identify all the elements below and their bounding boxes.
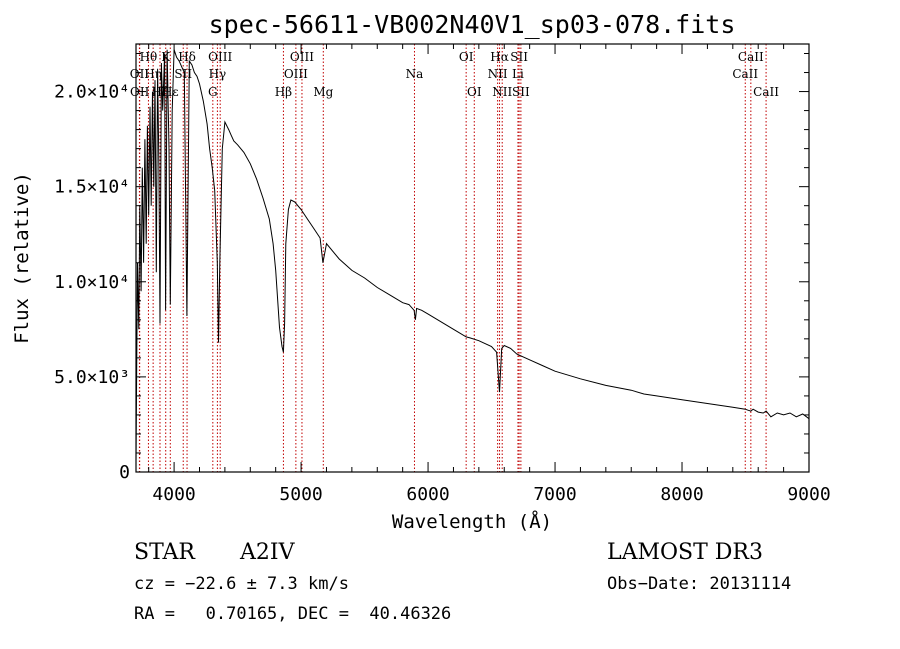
line-label-21: NII [492, 85, 512, 99]
x-axis-ticks: 4000 5000 6000 7000 8000 9000 [148, 44, 831, 505]
line-label-24: SII [512, 85, 530, 99]
x-tick-label-0: 4000 [152, 484, 195, 505]
line-label-27: CaII [753, 85, 779, 99]
line-label-25: CaII [738, 50, 764, 64]
x-tick-label-1: 5000 [279, 484, 322, 505]
line-label-18: OI [467, 85, 482, 99]
y-axis-label: Flux (relative) [11, 172, 33, 344]
line-label-22: SII [510, 50, 528, 64]
line-label-26: CaII [732, 67, 758, 81]
line-label-19: Hα [490, 50, 509, 64]
spectrum-line [135, 49, 810, 461]
line-label-11: G [208, 85, 218, 99]
survey-name: LAMOST DR3 [607, 540, 763, 565]
line-label-1: OII [130, 67, 150, 81]
line-label-15: Mg [313, 85, 333, 99]
redshift-cz: cz = −22.6 ± 7.3 km/s [134, 574, 349, 594]
x-tick-label-4: 8000 [660, 484, 703, 505]
y-tick-label-4: 2.0×10⁴ [54, 82, 130, 103]
line-label-17: OI [459, 50, 474, 64]
y-tick-label-0: 0 [119, 462, 130, 483]
y-tick-label-1: 5.0×10³ [54, 367, 130, 388]
line-label-23: Li [512, 67, 524, 81]
spectral-line-markers [138, 44, 767, 472]
x-tick-label-3: 7000 [533, 484, 576, 505]
ra-dec: RA = 0.70165, DEC = 40.46326 [134, 604, 452, 624]
line-label-9: OIII [208, 50, 232, 64]
line-label-10: Hγ [209, 67, 227, 81]
y-tick-label-2: 1.0×10⁴ [54, 272, 130, 293]
line-label-20: NII [488, 67, 508, 81]
line-label-16: Na [406, 67, 424, 81]
line-label-7: SII [174, 67, 192, 81]
object-class: STAR [134, 540, 195, 565]
chart-title: spec-56611-VB002N40V1_sp03-078.fits [209, 10, 736, 39]
line-label-12: Hβ [275, 85, 292, 99]
line-label-3: Hη [144, 67, 162, 81]
observation-date: Obs−Date: 20131114 [607, 574, 792, 594]
x-axis-label: Wavelength (Å) [392, 510, 552, 533]
line-label-8: Hδ [178, 50, 196, 64]
line-label-6: Hε [162, 85, 179, 99]
x-tick-label-2: 6000 [406, 484, 449, 505]
x-tick-label-5: 9000 [787, 484, 830, 505]
y-tick-label-3: 1.5×10⁴ [54, 177, 130, 198]
line-label-0: Hθ [140, 50, 158, 64]
object-subclass: A2IV [240, 540, 295, 565]
y-axis-ticks: 0 5.0×10³ 1.0×10⁴ 1.5×10⁴ 2.0×10⁴ [54, 53, 809, 483]
line-label-13: OIII [290, 50, 314, 64]
line-label-14: OIII [284, 67, 308, 81]
plot-frame [135, 43, 810, 473]
line-label-5: K [161, 50, 171, 64]
